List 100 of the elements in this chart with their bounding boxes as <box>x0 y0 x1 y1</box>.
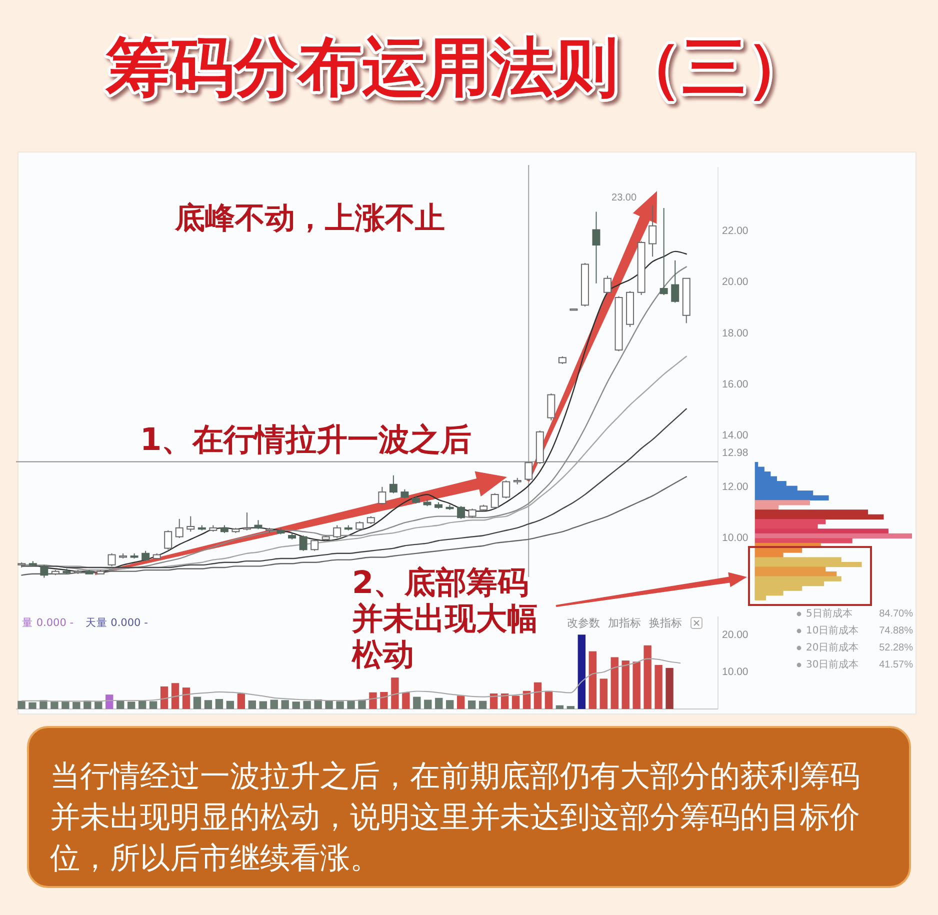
bar <box>336 701 344 709</box>
bar <box>522 690 531 709</box>
bar <box>755 548 802 553</box>
bar <box>204 700 212 709</box>
bar <box>446 700 454 709</box>
candlestick <box>604 275 612 294</box>
bar <box>127 702 136 709</box>
bar <box>160 686 168 709</box>
text: 5日前成本 <box>806 608 852 620</box>
candlestick <box>322 534 330 542</box>
bar <box>666 668 674 709</box>
candlestick <box>344 524 352 531</box>
y-tick-label: 20.00 <box>722 276 748 288</box>
candlestick <box>62 568 71 574</box>
candlestick <box>423 499 432 507</box>
bar <box>755 538 852 544</box>
bar <box>755 500 810 506</box>
annotation: 天量 0.000 - <box>85 617 148 629</box>
bar <box>281 700 289 709</box>
candlestick <box>152 552 161 560</box>
candlestick <box>480 504 488 512</box>
annotation: 换指标 <box>649 616 682 630</box>
candlestick <box>614 296 623 352</box>
candlestick <box>468 508 476 518</box>
bar <box>424 700 432 709</box>
bar <box>755 528 888 534</box>
text: 52.28% <box>879 642 914 654</box>
candlestick <box>366 516 375 524</box>
bar <box>292 702 300 709</box>
bar <box>380 692 388 709</box>
candlestick <box>457 506 466 520</box>
bar <box>578 634 586 709</box>
chart-title: 筹码分布运用法则（三） <box>105 31 810 105</box>
bar <box>544 690 553 709</box>
text: 74.88% <box>879 626 914 636</box>
bar <box>391 678 399 709</box>
bar <box>566 706 575 709</box>
candlestick <box>490 492 499 510</box>
candlestick <box>434 502 442 510</box>
candlestick <box>637 240 646 296</box>
candlestick <box>592 211 600 284</box>
bar <box>18 700 26 709</box>
bar <box>622 660 630 709</box>
annotation: 2、底部筹码并未出现大幅松动 <box>351 565 538 673</box>
text: 41.57% <box>879 660 914 670</box>
text: 20日前成本 <box>806 642 859 654</box>
candlestick <box>626 290 634 328</box>
candlestick <box>254 520 262 530</box>
bar <box>215 699 224 709</box>
ref-line-label: 12.98 <box>722 446 748 459</box>
candlestick <box>378 486 386 506</box>
candlestick <box>209 524 218 532</box>
bar <box>435 698 443 709</box>
bar <box>226 700 234 709</box>
bar <box>632 662 640 709</box>
bar <box>534 682 542 709</box>
bar <box>237 693 246 709</box>
candlestick <box>164 530 172 550</box>
bar <box>325 700 333 709</box>
bar <box>193 696 202 709</box>
bar <box>755 533 912 539</box>
bar <box>182 688 190 709</box>
candlestick <box>198 524 206 531</box>
candlestick <box>232 527 240 534</box>
y-tick-label: 10.00 <box>722 532 748 544</box>
candlestick <box>130 552 138 560</box>
candlestick <box>513 477 522 485</box>
candlestick <box>266 527 274 534</box>
bar <box>106 694 114 709</box>
bar <box>270 700 278 709</box>
text: 当行情经过一波拉升之后，在前期底部仍有大部分的获利筹码并未出现明显的松动，说明这里并未达到这部分筹码的目标价位，所以后市继续看涨。 <box>50 758 860 876</box>
annotation: 改参数 <box>567 616 600 630</box>
candlestick <box>220 524 228 534</box>
bar <box>72 702 80 709</box>
bar <box>28 702 36 709</box>
candlestick <box>524 461 533 481</box>
candlestick <box>28 560 37 567</box>
candlestick <box>412 495 420 504</box>
candlestick <box>660 207 668 296</box>
candlestick <box>276 527 285 535</box>
bar <box>468 700 476 709</box>
bar <box>456 696 465 709</box>
candlestick <box>356 520 364 531</box>
bar <box>171 683 180 709</box>
bar <box>149 701 158 709</box>
candlestick <box>400 488 409 499</box>
candlestick <box>558 356 566 365</box>
candlestick <box>40 564 48 578</box>
bar <box>259 701 267 709</box>
bar <box>116 700 124 709</box>
candlestick <box>502 480 510 499</box>
annotation: 底峰不动，上涨不止 <box>174 200 445 236</box>
bar <box>588 651 596 709</box>
bar <box>755 519 826 524</box>
bar <box>654 664 662 709</box>
candlestick <box>85 570 94 574</box>
y-tick-label: 10.00 <box>722 666 748 678</box>
bar <box>644 645 652 709</box>
text: 30日前成本 <box>806 658 859 670</box>
y-tick-label: 22.00 <box>722 224 748 237</box>
